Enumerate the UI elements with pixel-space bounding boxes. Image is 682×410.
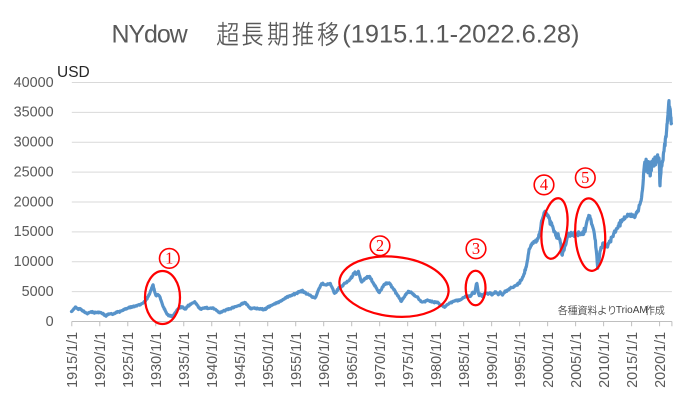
svg-text:2: 2	[376, 236, 384, 255]
svg-text:1915/1/1: 1915/1/1	[65, 332, 81, 388]
svg-text:4: 4	[540, 175, 548, 194]
svg-text:TrioAM: TrioAM	[616, 305, 648, 316]
svg-text:1930/1/1: 1930/1/1	[149, 332, 165, 388]
svg-text:1970/1/1: 1970/1/1	[373, 332, 389, 388]
svg-text:1965/1/1: 1965/1/1	[345, 332, 361, 388]
svg-text:1: 1	[165, 249, 173, 268]
svg-text:1945/1/1: 1945/1/1	[233, 332, 249, 388]
svg-text:1935/1/1: 1935/1/1	[177, 332, 193, 388]
svg-text:2010/1/1: 2010/1/1	[597, 332, 613, 388]
svg-text:35000: 35000	[14, 105, 54, 121]
svg-text:2005/1/1: 2005/1/1	[569, 332, 585, 388]
svg-text:10000: 10000	[14, 254, 54, 270]
svg-text:1975/1/1: 1975/1/1	[401, 332, 417, 388]
svg-text:0: 0	[46, 314, 54, 330]
svg-text:1980/1/1: 1980/1/1	[429, 332, 445, 388]
svg-text:1950/1/1: 1950/1/1	[261, 332, 277, 388]
svg-text:5: 5	[581, 168, 589, 187]
svg-text:USD: USD	[57, 64, 90, 81]
svg-text:1995/1/1: 1995/1/1	[513, 332, 529, 388]
svg-text:20000: 20000	[14, 194, 54, 210]
svg-text:1940/1/1: 1940/1/1	[205, 332, 221, 388]
svg-text:1925/1/1: 1925/1/1	[121, 332, 137, 388]
svg-text:30000: 30000	[14, 135, 54, 151]
svg-text:5000: 5000	[22, 284, 54, 300]
svg-text:15000: 15000	[14, 224, 54, 240]
svg-text:2000/1/1: 2000/1/1	[541, 332, 557, 388]
svg-text:2020/1/1: 2020/1/1	[653, 332, 669, 388]
svg-text:(1915.1.1-2022.6.28): (1915.1.1-2022.6.28)	[342, 21, 579, 49]
svg-text:NYdow: NYdow	[112, 21, 189, 49]
svg-text:2015/1/1: 2015/1/1	[625, 332, 641, 388]
svg-text:1960/1/1: 1960/1/1	[317, 332, 333, 388]
svg-text:3: 3	[472, 239, 480, 258]
svg-text:25000: 25000	[14, 164, 54, 180]
svg-text:1990/1/1: 1990/1/1	[485, 332, 501, 388]
svg-text:40000: 40000	[14, 75, 54, 91]
svg-text:1985/1/1: 1985/1/1	[457, 332, 473, 388]
svg-text:1955/1/1: 1955/1/1	[289, 332, 305, 388]
svg-text:1920/1/1: 1920/1/1	[93, 332, 109, 388]
